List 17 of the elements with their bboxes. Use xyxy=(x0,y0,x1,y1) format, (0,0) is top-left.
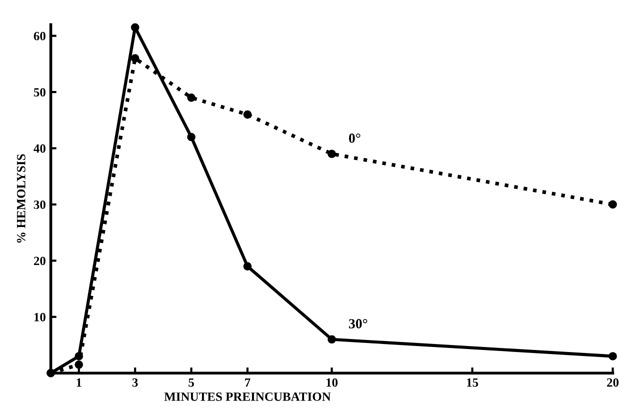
x-tick-label: 10 xyxy=(326,378,338,387)
x-tick-label: 1 xyxy=(76,378,82,387)
x-tick-label: 20 xyxy=(607,378,619,387)
y-tick-label: 60 xyxy=(34,32,46,40)
series-label: 30° xyxy=(348,319,368,328)
x-tick-label: 15 xyxy=(467,378,478,387)
y-tick-label: 50 xyxy=(34,88,46,97)
x-tick-label: 5 xyxy=(188,378,194,387)
y-tick-label: 30 xyxy=(34,200,46,209)
y-tick-label: 10 xyxy=(34,312,46,322)
x-tick-label: 7 xyxy=(245,378,250,387)
y-tick-label: 40 xyxy=(34,144,46,153)
x-axis-title: MINUTES PREINCUBATION xyxy=(164,392,331,401)
x-tick-label: 3 xyxy=(132,378,138,387)
series-label: 0° xyxy=(348,134,360,143)
y-axis-title: % HEMOLYSIS xyxy=(16,154,26,243)
y-tick-label: 20 xyxy=(34,256,46,266)
